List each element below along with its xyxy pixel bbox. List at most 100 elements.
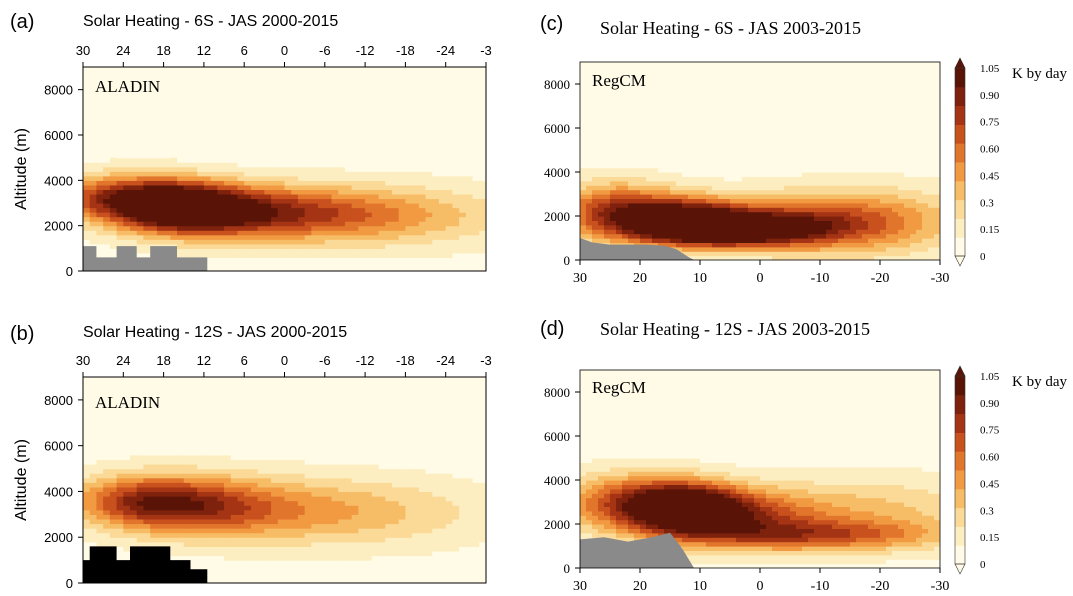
- heat-cell: [718, 189, 725, 195]
- heat-cell: [766, 554, 773, 560]
- heat-cell: [163, 537, 171, 543]
- heat-cell: [338, 518, 346, 525]
- heat-cell: [760, 541, 767, 547]
- heat-cell: [318, 207, 326, 213]
- heat-cell: [694, 198, 701, 204]
- heat-cell: [331, 528, 339, 534]
- heat-cell: [784, 251, 791, 257]
- heat-cell: [910, 207, 917, 213]
- heat-cell: [682, 189, 689, 195]
- heat-cell: [742, 458, 749, 463]
- heat-cell: [634, 224, 641, 230]
- heat-cell: [318, 216, 326, 222]
- heat-cell: [778, 502, 785, 507]
- heat-cell: [418, 532, 427, 538]
- heat-cell: [628, 224, 635, 230]
- heat-cell: [580, 497, 587, 503]
- heat-cell: [868, 207, 875, 213]
- heat-cell: [592, 524, 599, 529]
- heat-cell: [856, 180, 863, 186]
- heat-cell: [371, 518, 380, 525]
- heat-cell: [676, 211, 683, 217]
- heat-cell: [459, 207, 467, 213]
- heat-cell: [604, 180, 611, 186]
- heat-cell: [405, 175, 413, 181]
- heat-cell: [365, 523, 373, 529]
- heat-cell: [586, 211, 593, 217]
- heat-cell: [465, 518, 474, 525]
- heat-cell: [724, 238, 731, 243]
- heat-cell: [224, 257, 232, 263]
- heat-cell: [592, 202, 599, 208]
- heat-cell: [371, 528, 380, 534]
- heat-cell: [130, 221, 138, 227]
- heat-cell: [418, 180, 427, 186]
- heat-cell: [271, 198, 279, 204]
- heat-cell: [658, 462, 665, 468]
- heat-cell: [304, 257, 312, 263]
- heat-cell: [143, 477, 151, 483]
- heat-cell: [331, 180, 339, 186]
- heat-cell: [598, 224, 605, 230]
- heat-cell: [898, 172, 905, 177]
- heat-cell: [150, 193, 158, 200]
- heat-cell: [291, 518, 299, 525]
- heat-cell: [646, 519, 653, 525]
- heat-cell: [244, 560, 252, 566]
- heat-cell: [264, 523, 272, 529]
- heat-cell: [432, 184, 440, 190]
- heat-cell: [331, 486, 339, 493]
- heat-cell: [284, 509, 292, 515]
- heat-cell: [742, 185, 749, 191]
- heat-cell: [688, 185, 695, 191]
- heat-cell: [237, 184, 245, 190]
- heat-cell: [459, 509, 467, 515]
- heat-cell: [217, 560, 225, 566]
- heat-cell: [646, 180, 653, 186]
- heat-cell: [237, 500, 245, 506]
- heat-cell: [592, 480, 599, 485]
- heat-cell: [230, 541, 239, 547]
- heat-cell: [311, 166, 319, 172]
- y-tick-label: 4000: [44, 484, 73, 499]
- heat-cell: [628, 471, 635, 477]
- heat-cell: [766, 180, 773, 186]
- heat-cell: [748, 211, 755, 217]
- heat-cell: [479, 193, 486, 200]
- heat-cell: [682, 519, 689, 525]
- chart-title: Solar Heating - 6S - JAS 2000-2015: [83, 13, 338, 30]
- heat-cell: [156, 523, 165, 529]
- heat-cell: [230, 203, 239, 209]
- heat-cell: [344, 523, 353, 529]
- heat-cell: [96, 203, 104, 209]
- heat-cell: [190, 162, 198, 168]
- heat-cell: [264, 514, 272, 520]
- heat-cell: [766, 559, 773, 565]
- heat-cell: [109, 230, 118, 236]
- heat-cell: [123, 189, 131, 195]
- heat-cell: [103, 459, 111, 465]
- heat-cell: [465, 252, 474, 258]
- heat-cell: [634, 524, 641, 529]
- heat-cell: [344, 207, 353, 213]
- heat-cell: [183, 180, 192, 186]
- heat-cell: [304, 261, 312, 268]
- heat-cell: [790, 519, 797, 525]
- colorbar-swatch: [955, 180, 965, 201]
- heat-cell: [311, 261, 319, 268]
- heat-cell: [910, 185, 917, 191]
- heat-cell: [217, 175, 225, 181]
- heat-cell: [676, 480, 683, 485]
- heat-cell: [748, 233, 755, 239]
- heat-cell: [136, 221, 145, 227]
- heat-cell: [244, 459, 252, 465]
- heat-cell: [694, 211, 701, 217]
- heat-cell: [291, 560, 299, 566]
- heat-cell: [598, 220, 605, 226]
- heat-cell: [338, 496, 346, 502]
- heat-cell: [438, 234, 447, 240]
- heat-cell: [405, 261, 413, 268]
- heat-cell: [766, 532, 773, 538]
- heat-cell: [580, 216, 587, 221]
- heat-cell: [646, 167, 653, 173]
